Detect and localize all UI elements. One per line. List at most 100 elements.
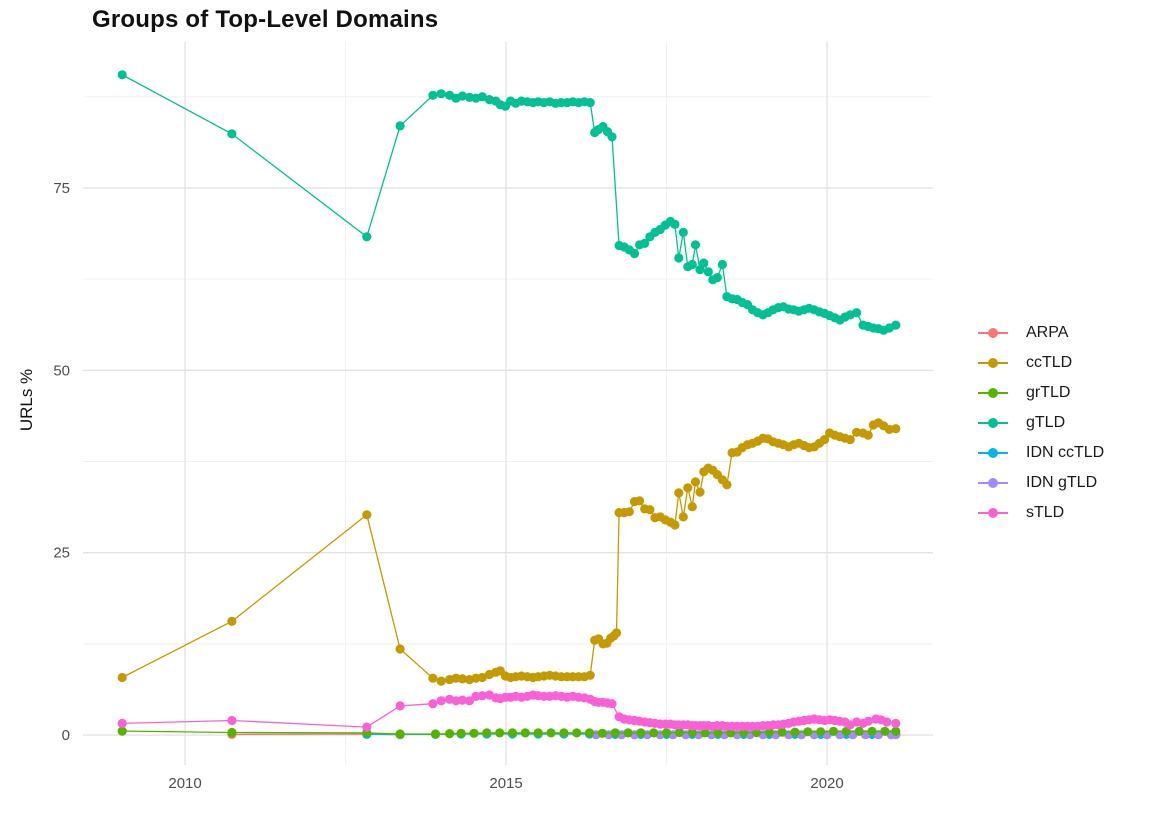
data-point-grtld bbox=[828, 726, 839, 737]
legend-key-icon bbox=[978, 387, 1008, 399]
data-point-cctld bbox=[436, 676, 446, 686]
data-point-stld bbox=[477, 691, 487, 701]
data-point-grtld bbox=[546, 728, 556, 738]
data-point-cctld bbox=[891, 424, 901, 434]
data-point-stld bbox=[457, 695, 467, 705]
data-point-cctld bbox=[585, 670, 595, 680]
legend-key-icon bbox=[978, 327, 1008, 339]
data-point-grtld bbox=[445, 729, 455, 739]
data-point-gtld bbox=[678, 227, 688, 237]
y-tick-label: 50 bbox=[53, 362, 70, 379]
legend-item-grtld: grTLD bbox=[978, 378, 1104, 408]
data-point-grtld bbox=[430, 729, 441, 739]
data-point-stld bbox=[227, 715, 237, 726]
data-point-grtld bbox=[572, 728, 582, 738]
legend-key-icon bbox=[978, 477, 1008, 489]
data-point-grtld bbox=[610, 728, 620, 738]
data-point-gtld bbox=[703, 267, 713, 277]
data-point-gtld bbox=[674, 253, 684, 263]
data-point-cctld bbox=[670, 520, 680, 530]
data-point-stld bbox=[362, 722, 372, 732]
data-point-stld bbox=[428, 699, 438, 709]
data-point-grtld bbox=[649, 728, 659, 738]
data-point-gtld bbox=[227, 129, 237, 139]
data-point-cctld bbox=[863, 430, 873, 440]
data-point-grtld bbox=[662, 728, 672, 738]
data-point-gtld bbox=[436, 89, 446, 99]
legend-label: ARPA bbox=[1026, 324, 1069, 341]
data-point-gtld bbox=[687, 259, 697, 270]
data-point-gtld bbox=[629, 249, 640, 259]
x-tick-label: 2020 bbox=[810, 775, 843, 792]
data-point-grtld bbox=[584, 728, 595, 738]
data-point-gtld bbox=[690, 240, 701, 250]
data-point-grtld bbox=[533, 728, 543, 738]
legend: ARPA ccTLD grTLD gTLD IDN ccTLD IDN gTLD sTLD bbox=[978, 318, 1104, 528]
data-point-cctld bbox=[687, 502, 697, 512]
y-tick-label: 75 bbox=[53, 180, 70, 197]
data-point-gtld bbox=[457, 91, 467, 101]
data-point-stld bbox=[863, 716, 873, 726]
data-point-cctld bbox=[395, 644, 405, 654]
data-point-gtld bbox=[717, 259, 728, 270]
data-point-grtld bbox=[636, 728, 646, 738]
data-point-cctld bbox=[624, 507, 634, 517]
legend-label: grTLD bbox=[1026, 384, 1071, 401]
data-point-grtld bbox=[790, 727, 800, 737]
data-point-grtld bbox=[117, 726, 127, 736]
data-point-grtld bbox=[395, 729, 405, 739]
y-axis-title: URLs % bbox=[17, 368, 36, 432]
data-point-grtld bbox=[700, 728, 710, 738]
data-point-grtld bbox=[880, 726, 890, 737]
data-point-cctld bbox=[674, 488, 684, 498]
data-point-gtld bbox=[852, 308, 862, 318]
legend-label: ccTLD bbox=[1026, 354, 1073, 371]
data-point-gtld bbox=[362, 232, 372, 242]
data-point-grtld bbox=[777, 727, 787, 737]
data-point-gtld bbox=[117, 70, 127, 80]
data-point-grtld bbox=[674, 727, 685, 738]
data-point-grtld bbox=[816, 727, 826, 737]
legend-key-icon bbox=[978, 357, 1008, 369]
legend-item-arpa: ARPA bbox=[978, 318, 1104, 348]
data-point-grtld bbox=[495, 728, 505, 738]
data-point-cctld bbox=[117, 672, 127, 683]
data-point-stld bbox=[464, 696, 475, 706]
data-point-grtld bbox=[867, 726, 877, 737]
data-point-cctld bbox=[678, 512, 688, 522]
data-point-gtld bbox=[428, 90, 438, 100]
x-tick-label: 2015 bbox=[489, 775, 522, 792]
legend-item-stld: sTLD bbox=[978, 498, 1104, 528]
data-point-gtld bbox=[891, 320, 901, 330]
legend-item-idn-gtld: IDN gTLD bbox=[978, 468, 1104, 498]
chart-title: Groups of Top-Level Domains bbox=[92, 6, 439, 33]
data-point-cctld bbox=[611, 628, 622, 638]
data-point-cctld bbox=[722, 480, 732, 490]
data-point-cctld bbox=[477, 672, 487, 683]
data-point-cctld bbox=[695, 487, 705, 497]
legend-item-idn-cctld: IDN ccTLD bbox=[978, 438, 1104, 468]
data-point-cctld bbox=[635, 496, 645, 506]
data-point-stld bbox=[117, 718, 127, 729]
data-point-cctld bbox=[362, 510, 372, 520]
legend-label: gTLD bbox=[1026, 414, 1066, 431]
data-point-cctld bbox=[683, 483, 693, 493]
legend-label: IDN ccTLD bbox=[1026, 444, 1105, 461]
y-tick-label: 25 bbox=[53, 545, 70, 562]
data-point-gtld bbox=[699, 258, 709, 268]
data-point-stld bbox=[395, 701, 405, 711]
data-point-grtld bbox=[854, 726, 864, 737]
data-point-grtld bbox=[456, 728, 466, 738]
legend-label: IDN gTLD bbox=[1026, 474, 1098, 491]
legend-key-icon bbox=[978, 417, 1008, 429]
data-point-grtld bbox=[227, 727, 237, 738]
series-line-gtld bbox=[121, 74, 897, 331]
legend-item-cctld: ccTLD bbox=[978, 348, 1104, 378]
data-point-gtld bbox=[712, 273, 722, 283]
data-point-cctld bbox=[428, 673, 438, 683]
x-tick-label: 2010 bbox=[168, 775, 201, 792]
data-point-grtld bbox=[687, 727, 697, 738]
legend-item-gtld: gTLD bbox=[978, 408, 1104, 438]
